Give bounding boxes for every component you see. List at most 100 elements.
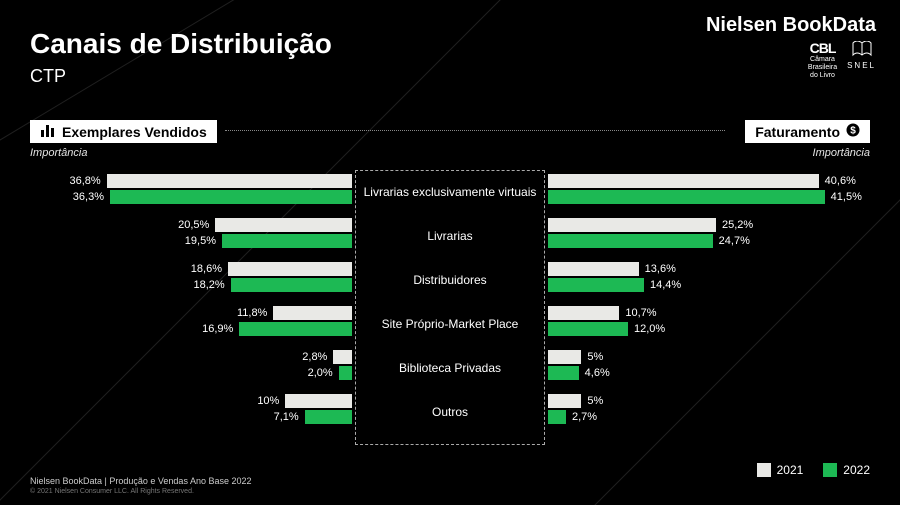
bar — [107, 174, 352, 188]
bars-right: 25,2%24,7% — [548, 218, 868, 248]
bar-pair: 19,5% — [185, 234, 352, 248]
right-section-text: Faturamento — [755, 124, 840, 140]
bar — [548, 322, 628, 336]
bar-value: 14,4% — [650, 279, 681, 291]
diverging-bar-chart: Livrarias exclusivamente virtuais36,8%36… — [30, 170, 870, 445]
bars-left: 18,6%18,2% — [32, 262, 352, 292]
bar-value: 2,0% — [308, 367, 333, 379]
bar-pair: 36,3% — [73, 190, 352, 204]
bar-pair: 40,6% — [548, 174, 856, 188]
bars-left: 10% 7,1% — [32, 394, 352, 424]
bars-right: 5% 4,6% — [548, 350, 868, 380]
bars-right: 10,7% 12,0% — [548, 306, 868, 336]
logo-cbl-l3: do Livro — [808, 72, 837, 80]
bar-pair: 20,5% — [178, 218, 352, 232]
legend-swatch-2021 — [757, 463, 771, 477]
bar-value: 10,7% — [625, 307, 656, 319]
bar-pair: 5% — [548, 350, 603, 364]
bar-pair: 2,8% — [302, 350, 352, 364]
bar-pair: 18,6% — [191, 262, 352, 276]
bar-pair: 10% — [257, 394, 352, 408]
category-label: Biblioteca Privadas — [360, 361, 540, 375]
bar — [548, 262, 639, 276]
svg-text:$: $ — [850, 126, 856, 137]
book-icon — [847, 41, 876, 62]
logo-cbl-l1: Câmara — [808, 56, 837, 64]
legend-label-2022: 2022 — [843, 463, 870, 477]
bar-value: 20,5% — [178, 219, 209, 231]
logo-snel: SNEL — [847, 41, 876, 70]
dollar-icon: $ — [846, 123, 860, 140]
bar-pair: 24,7% — [548, 234, 750, 248]
bar — [231, 278, 352, 292]
bar-value: 41,5% — [831, 191, 862, 203]
bar-value: 40,6% — [825, 175, 856, 187]
bar-value: 19,5% — [185, 235, 216, 247]
dotted-connector — [225, 130, 725, 131]
bars-left: 36,8% 36,3% — [32, 174, 352, 204]
left-section-sub: Importância — [30, 147, 217, 159]
bar — [305, 410, 352, 424]
bar-pair: 4,6% — [548, 366, 610, 380]
logo-cbl: CBL Câmara Brasileira do Livro — [808, 41, 837, 79]
category-label: Distribuidores — [360, 273, 540, 287]
bar — [239, 322, 352, 336]
bar-value: 2,7% — [572, 411, 597, 423]
page-subtitle: CTP — [30, 66, 332, 87]
bar-pair: 14,4% — [548, 278, 681, 292]
bar-pair: 7,1% — [274, 410, 352, 424]
bar-value: 12,0% — [634, 323, 665, 335]
bar — [548, 218, 716, 232]
bar — [548, 278, 644, 292]
footer-copyright: © 2021 Nielsen Consumer LLC. All Rights … — [30, 488, 252, 495]
bar — [228, 262, 352, 276]
brand-name: Nielsen BookData — [706, 14, 876, 37]
bar-pair: 2,7% — [548, 410, 597, 424]
logo-cbl-acronym: CBL — [808, 41, 837, 56]
bar — [548, 306, 619, 320]
bar-pair: 12,0% — [548, 322, 665, 336]
left-section-label: Exemplares Vendidos — [30, 120, 217, 143]
legend-item-2021: 2021 — [757, 463, 804, 477]
bars-left: 20,5% 19,5% — [32, 218, 352, 248]
bar-value: 36,8% — [69, 175, 100, 187]
bar — [273, 306, 352, 320]
bar-pair: 11,8% — [237, 306, 352, 320]
bar-pair: 10,7% — [548, 306, 657, 320]
chart-row: Distribuidores 18,6%18,2% 13,6% 14,4% — [30, 258, 870, 302]
bar — [215, 218, 352, 232]
bar-value: 24,7% — [719, 235, 750, 247]
bar-pair: 5% — [548, 394, 603, 408]
legend: 2021 2022 — [757, 463, 870, 477]
bar — [548, 234, 713, 248]
bar-value: 16,9% — [202, 323, 233, 335]
bar-value: 36,3% — [73, 191, 104, 203]
bar — [548, 366, 579, 380]
bars-right: 5% 2,7% — [548, 394, 868, 424]
legend-label-2021: 2021 — [777, 463, 804, 477]
bar-value: 13,6% — [645, 263, 676, 275]
legend-item-2022: 2022 — [823, 463, 870, 477]
bar-value: 5% — [587, 395, 603, 407]
bars-right: 13,6% 14,4% — [548, 262, 868, 292]
bar-pair: 36,8% — [69, 174, 352, 188]
bar-value: 18,6% — [191, 263, 222, 275]
right-section-label: Faturamento $ — [745, 120, 870, 143]
page-title: Canais de Distribuição — [30, 28, 332, 60]
bar-pair: 16,9% — [202, 322, 352, 336]
bar-value: 11,8% — [237, 307, 267, 319]
bar-pair: 2,0% — [308, 366, 352, 380]
bar — [339, 366, 352, 380]
chart-row: Livrarias exclusivamente virtuais36,8%36… — [30, 170, 870, 214]
bar-value: 10% — [257, 395, 279, 407]
bar-chart-icon — [40, 123, 56, 140]
category-label: Livrarias exclusivamente virtuais — [360, 185, 540, 199]
chart-row: Outros10%7,1%5%2,7% — [30, 390, 870, 434]
bar-pair: 13,6% — [548, 262, 676, 276]
chart-row: Site Próprio-Market Place 11,8% 16,9% 10,7%… — [30, 302, 870, 346]
category-label: Livrarias — [360, 229, 540, 243]
category-label: Site Próprio-Market Place — [360, 317, 540, 331]
bar — [285, 394, 352, 408]
left-section-text: Exemplares Vendidos — [62, 124, 207, 140]
bars-left: 2,8% 2,0% — [32, 350, 352, 380]
